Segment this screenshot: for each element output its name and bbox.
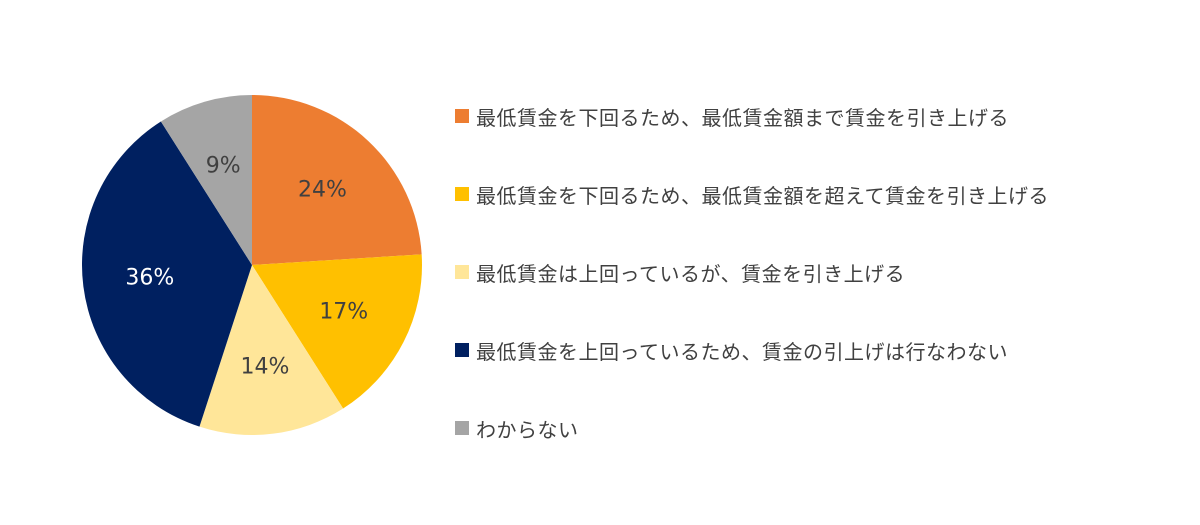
pie-slice-labels: 24% 17% 14% 36% 9%: [125, 154, 368, 380]
chart-legend: 最低賃金を下回るため、最低賃金額まで賃金を引き上げる 最低賃金を下回るため、最低…: [455, 96, 1175, 486]
pie-slice-label: 36%: [125, 265, 174, 290]
pie-slice-label: 24%: [298, 177, 347, 202]
legend-label: 最低賃金を下回るため、最低賃金額まで賃金を引き上げる: [476, 105, 1009, 130]
pie-slice: [252, 254, 423, 409]
pie-slice: [199, 265, 344, 435]
legend-item: 最低賃金を上回っているため、賃金の引上げは行なわない: [455, 330, 1175, 370]
legend-swatch: [455, 421, 469, 435]
legend-swatch: [455, 343, 469, 357]
pie-slices: [82, 95, 423, 435]
pie-slice: [82, 121, 253, 427]
legend-label: 最低賃金を下回るため、最低賃金額を超えて賃金を引き上げる: [476, 183, 1049, 208]
legend-swatch: [455, 265, 469, 279]
pie-slice-label: 17%: [319, 299, 368, 324]
legend-item: 最低賃金を下回るため、最低賃金額まで賃金を引き上げる: [455, 96, 1175, 136]
pie-slice-label: 14%: [240, 355, 289, 380]
pie-slice: [252, 95, 422, 265]
legend-item: わからない: [455, 408, 1175, 448]
legend-label: 最低賃金は上回っているが、賃金を引き上げる: [476, 261, 906, 286]
legend-swatch: [455, 109, 469, 123]
legend-item: 最低賃金は上回っているが、賃金を引き上げる: [455, 252, 1175, 292]
pie-slice-label: 9%: [206, 154, 241, 179]
pie-slice: [160, 95, 252, 265]
legend-item: 最低賃金を下回るため、最低賃金額を超えて賃金を引き上げる: [455, 174, 1175, 214]
legend-label: わからない: [476, 417, 579, 442]
legend-swatch: [455, 187, 469, 201]
legend-label: 最低賃金を上回っているため、賃金の引上げは行なわない: [476, 339, 1008, 364]
